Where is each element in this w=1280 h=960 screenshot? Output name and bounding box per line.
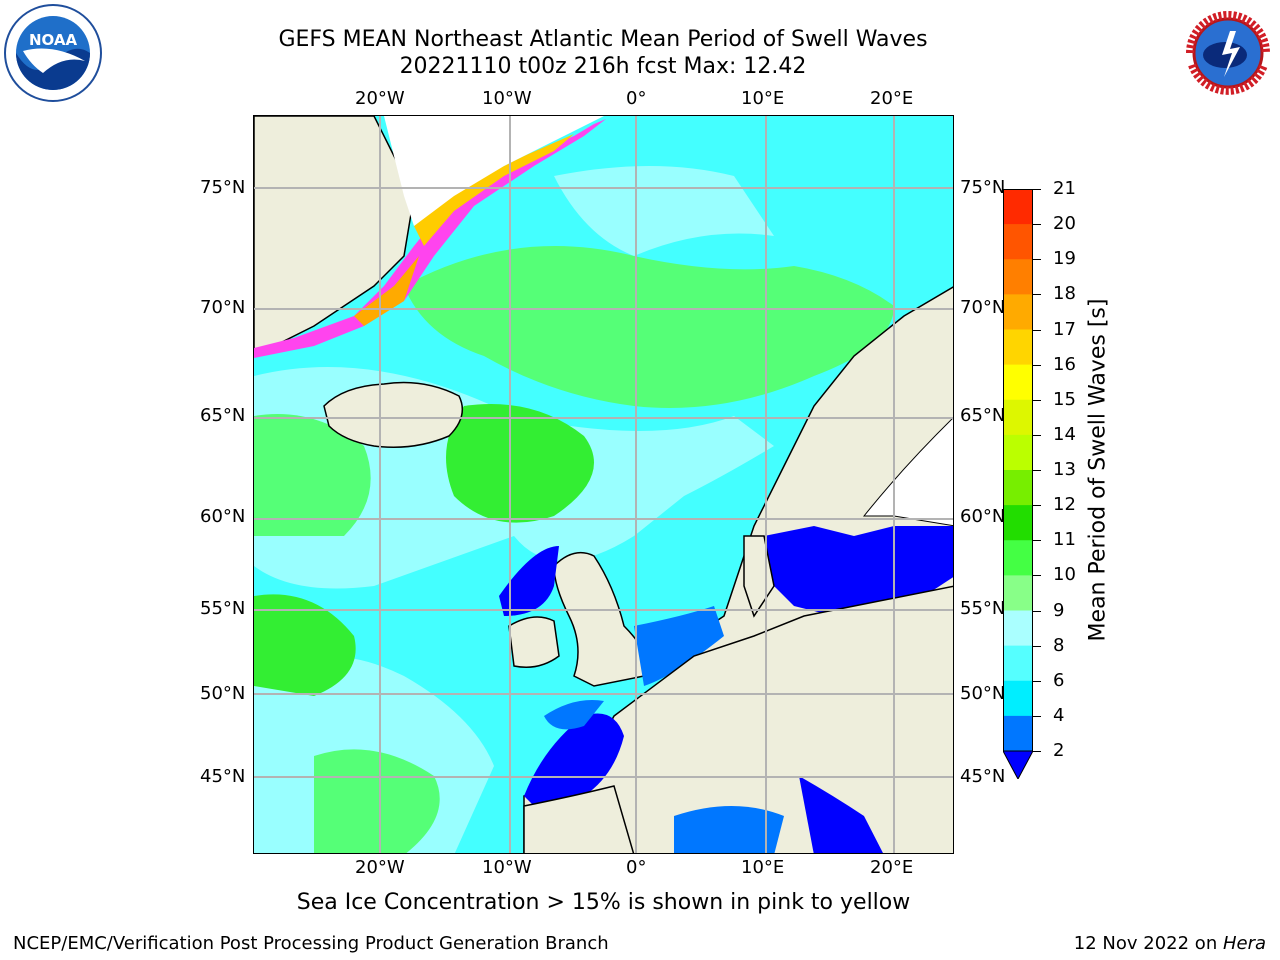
lat-label-left: 45°N	[200, 766, 246, 787]
lat-label-left: 65°N	[200, 405, 246, 426]
lon-label-top: 0°	[626, 88, 647, 109]
colorbar-tick	[1033, 680, 1041, 682]
colorbar-tick-label: 2	[1053, 740, 1065, 761]
lon-label-top: 20°E	[870, 88, 914, 109]
lat-label-right: 75°N	[960, 177, 1006, 198]
lon-label-top: 10°W	[482, 88, 532, 109]
colorbar-tick-label: 20	[1053, 213, 1076, 235]
colorbar-tick-label: 21	[1053, 178, 1076, 199]
lat-label-right: 50°N	[960, 683, 1006, 704]
lat-label-right: 60°N	[960, 506, 1006, 527]
lat-label-right: 45°N	[960, 766, 1006, 787]
colorbar-cell	[1003, 224, 1033, 260]
svg-text:NOAA: NOAA	[29, 31, 78, 49]
lon-label-bottom: 10°E	[741, 857, 785, 878]
colorbar-tick	[1033, 645, 1041, 647]
colorbar-tick-label: 6	[1053, 669, 1065, 691]
colorbar-tick-label: 17	[1053, 318, 1076, 340]
colorbar-cell	[1003, 329, 1033, 366]
colorbar-cell	[1003, 434, 1033, 471]
footer-date-text: 12 Nov 2022 on	[1073, 933, 1223, 954]
colorbar-tick	[1033, 224, 1041, 226]
colorbar-tick-label: 11	[1053, 529, 1076, 551]
colorbar-tick	[1033, 189, 1041, 190]
footer-credit: NCEP/EMC/Verification Post Processing Pr…	[13, 933, 609, 954]
colorbar-tick	[1033, 470, 1041, 471]
colorbar-cell	[1003, 645, 1033, 682]
colorbar-tick-label: 9	[1053, 599, 1065, 621]
colorbar-tick	[1033, 540, 1041, 542]
lon-label-top: 10°E	[741, 88, 785, 109]
colorbar-tick	[1033, 364, 1041, 366]
colorbar-tick	[1033, 575, 1041, 577]
colorbar-tick	[1033, 610, 1041, 612]
lat-label-right: 55°N	[960, 598, 1006, 619]
colorbar-tick	[1033, 259, 1041, 261]
map-canvas	[254, 116, 953, 853]
colorbar-tick-label: 13	[1053, 459, 1076, 480]
colorbar-tick-label: 8	[1053, 634, 1065, 656]
colorbar-cell	[1003, 680, 1033, 717]
colorbar-tick	[1033, 715, 1041, 717]
map-panel	[253, 115, 954, 854]
colorbar-tick	[1033, 399, 1041, 401]
lon-label-top: 20°W	[355, 88, 405, 109]
footer-machine: Hera	[1222, 933, 1266, 954]
lat-label-left: 75°N	[200, 177, 246, 198]
colorbar-label: Mean Period of Swell Waves [s]	[1085, 298, 1111, 642]
lon-label-bottom: 10°W	[482, 857, 532, 878]
nws-logo	[1180, 5, 1276, 101]
lon-label-bottom: 20°W	[355, 857, 405, 878]
colorbar-tick-label: 12	[1053, 494, 1076, 516]
sea-ice-note: Sea Ice Concentration > 15% is shown in …	[296, 890, 911, 915]
lon-label-bottom: 0°	[626, 857, 647, 878]
colorbar-cell	[1003, 399, 1033, 436]
colorbar-cell	[1003, 294, 1033, 330]
colorbar-tick	[1033, 751, 1041, 752]
lat-label-left: 50°N	[200, 683, 246, 704]
colorbar-tick-label: 16	[1053, 353, 1076, 375]
colorbar-tick	[1033, 434, 1041, 436]
noaa-logo: NOAA	[4, 4, 102, 102]
footer-date: 12 Nov 2022 on Hera	[1074, 933, 1266, 954]
lat-label-right: 70°N	[960, 297, 1006, 318]
colorbar-cell	[1003, 364, 1033, 401]
colorbar	[1003, 189, 1033, 779]
colorbar-cell	[1003, 189, 1033, 225]
lat-label-left: 70°N	[200, 297, 246, 318]
colorbar-tick-label: 14	[1053, 423, 1076, 445]
colorbar-cell	[1003, 505, 1033, 541]
lon-label-bottom: 20°E	[870, 857, 914, 878]
colorbar-cell	[1003, 575, 1033, 611]
colorbar-tick	[1033, 294, 1041, 296]
map-title: GEFS MEAN Northeast Atlantic Mean Period…	[278, 27, 928, 52]
colorbar-tick-label: 18	[1053, 283, 1076, 305]
colorbar-tick-label: 4	[1053, 704, 1065, 726]
colorbar-tick	[1033, 329, 1041, 331]
colorbar-cell	[1003, 540, 1033, 576]
lat-label-left: 60°N	[200, 506, 246, 527]
lat-label-right: 65°N	[960, 405, 1006, 426]
colorbar-tick-label: 10	[1053, 564, 1076, 586]
colorbar-tick	[1033, 505, 1041, 507]
colorbar-cell	[1003, 715, 1033, 752]
lat-label-left: 55°N	[200, 598, 246, 619]
colorbar-cell	[1003, 610, 1033, 647]
colorbar-tick-label: 19	[1053, 248, 1076, 270]
colorbar-tick-label: 15	[1053, 388, 1076, 410]
colorbar-cell	[1003, 259, 1033, 295]
map-subtitle: 20221110 t00z 216h fcst Max: 12.42	[399, 54, 807, 79]
colorbar-cell	[1003, 470, 1033, 506]
